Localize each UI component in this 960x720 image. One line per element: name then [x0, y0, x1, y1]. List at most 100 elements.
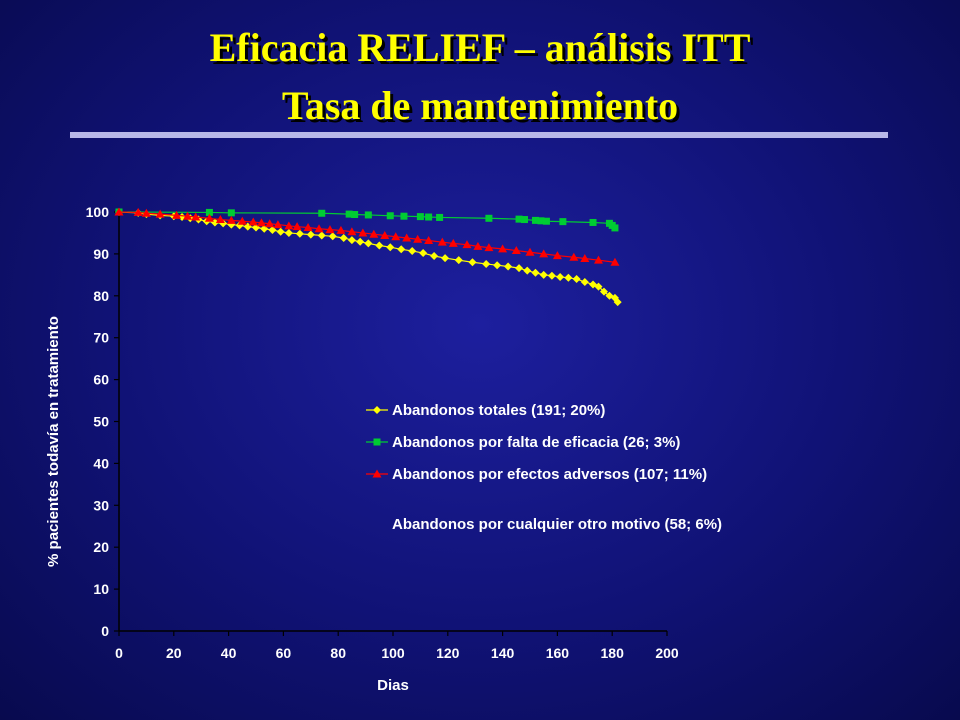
- data-point: [172, 210, 182, 219]
- data-point: [594, 282, 603, 291]
- legend-label: Abandonos por falta de eficacia (26; 3%): [392, 434, 680, 451]
- x-tick-label: 180: [601, 645, 625, 661]
- data-point: [504, 262, 513, 271]
- x-tick-label: 120: [436, 645, 460, 661]
- data-point: [542, 217, 550, 225]
- x-tick-label: 60: [276, 645, 292, 661]
- data-point: [183, 211, 192, 220]
- data-point: [325, 225, 335, 234]
- data-point: [204, 213, 214, 222]
- legend-marker: [373, 438, 381, 446]
- y-tick-label: 30: [93, 497, 109, 513]
- data-point: [276, 227, 285, 236]
- data-point: [425, 213, 433, 221]
- data-point: [537, 217, 545, 225]
- data-point: [599, 287, 608, 296]
- data-point: [454, 256, 463, 265]
- chart-axes: 0 10 20 30 40 50 60 70 80 90 100 0 20 40 60 80 100 120 140…: [86, 204, 679, 661]
- legend-marker: [372, 469, 382, 478]
- data-point: [539, 270, 548, 279]
- data-point: [314, 224, 324, 233]
- data-point: [386, 243, 395, 252]
- data-point: [317, 231, 326, 240]
- data-point: [473, 241, 483, 250]
- data-point: [547, 271, 556, 280]
- data-point: [531, 216, 539, 224]
- data-point: [227, 209, 235, 217]
- y-tick-label: 80: [93, 288, 109, 304]
- data-point: [436, 213, 444, 221]
- data-point: [441, 254, 450, 263]
- y-tick-label: 40: [93, 455, 109, 471]
- data-point: [284, 228, 293, 237]
- data-point: [328, 232, 337, 241]
- data-point: [531, 268, 540, 277]
- data-point: [336, 225, 346, 234]
- data-point: [525, 247, 535, 256]
- slide-title-line-1: Eficacia RELIEF – análisis ITT: [209, 25, 751, 70]
- data-point: [364, 211, 372, 219]
- data-point: [559, 218, 567, 226]
- data-point: [589, 218, 597, 226]
- data-point: [468, 258, 477, 267]
- series-3: [114, 207, 620, 266]
- data-point: [610, 257, 620, 266]
- data-point: [485, 214, 493, 222]
- x-tick-label: 200: [655, 645, 679, 661]
- data-point: [430, 251, 439, 260]
- legend-entry-3: Abandonos por efectos adversos (107; 11%…: [366, 466, 707, 483]
- data-point: [215, 215, 225, 224]
- x-tick-label: 20: [166, 645, 182, 661]
- data-point: [515, 264, 524, 273]
- data-point: [539, 249, 549, 258]
- data-point: [611, 224, 619, 232]
- y-tick-label: 10: [93, 581, 109, 597]
- legend-marker: [373, 406, 381, 414]
- data-point: [265, 219, 275, 228]
- legend-label: Abandonos totales (191; 20%): [392, 402, 605, 419]
- data-point: [256, 218, 266, 227]
- legend-label: Abandonos por efectos adversos (107; 11%…: [392, 466, 707, 483]
- x-tick-label: 0: [115, 645, 123, 661]
- y-tick-label: 90: [93, 246, 109, 262]
- data-point: [380, 230, 390, 239]
- data-point: [580, 277, 589, 286]
- data-point: [375, 241, 384, 250]
- data-point: [424, 235, 434, 244]
- data-point: [191, 212, 201, 221]
- data-point: [351, 211, 359, 219]
- data-point: [419, 249, 428, 258]
- data-point: [402, 233, 412, 242]
- x-tick-label: 100: [381, 645, 405, 661]
- data-point: [386, 212, 394, 220]
- data-point: [552, 251, 562, 260]
- data-point: [391, 232, 401, 241]
- chart-legend: Abandonos totales (191; 20%) Abandonos po…: [366, 402, 722, 533]
- data-point: [369, 229, 379, 238]
- data-point: [356, 237, 365, 246]
- data-point: [580, 254, 590, 263]
- y-tick-label: 50: [93, 414, 109, 430]
- data-point: [416, 213, 424, 221]
- data-point: [408, 246, 417, 255]
- data-point: [482, 259, 491, 268]
- data-point: [345, 210, 353, 218]
- data-point: [523, 266, 532, 275]
- data-point: [364, 239, 373, 248]
- data-point: [248, 217, 258, 226]
- data-point: [273, 220, 283, 229]
- data-point: [205, 208, 213, 216]
- data-point: [462, 240, 472, 249]
- x-axis-title: Dias: [377, 677, 409, 694]
- title-underline: [70, 132, 888, 138]
- data-point: [339, 233, 348, 242]
- data-point: [358, 228, 368, 237]
- data-point: [303, 223, 313, 232]
- data-point: [556, 272, 565, 281]
- data-point: [141, 208, 151, 217]
- data-point: [448, 238, 458, 247]
- slide-title-line-2: Tasa de mantenimiento: [281, 83, 679, 128]
- data-point: [397, 245, 406, 254]
- y-tick-label: 100: [86, 204, 110, 220]
